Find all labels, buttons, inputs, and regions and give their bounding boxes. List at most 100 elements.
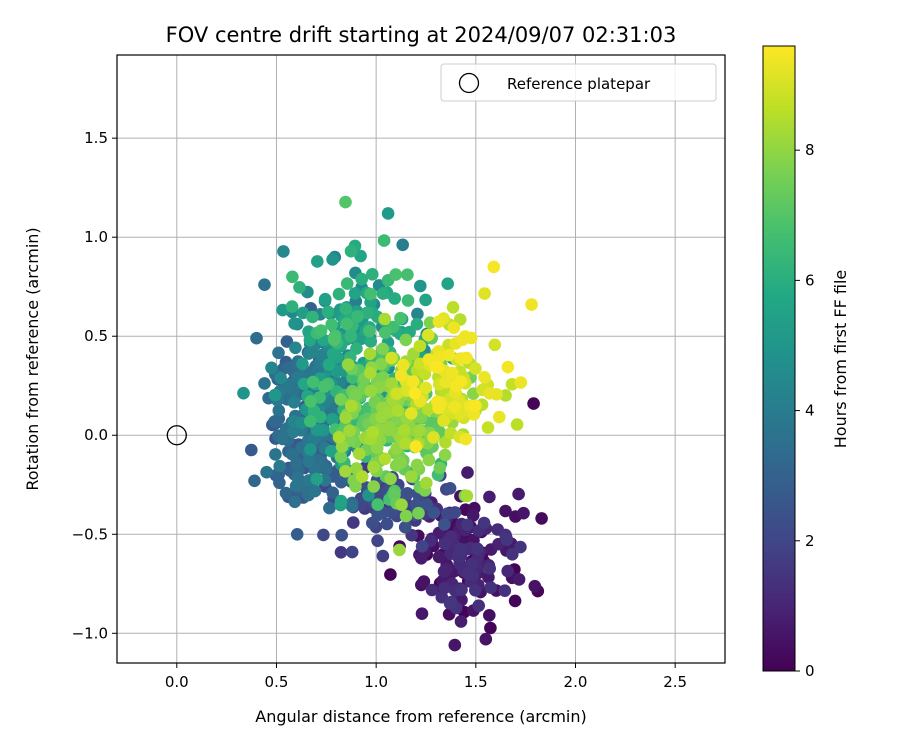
data-point xyxy=(272,404,286,417)
colorbar-gradient xyxy=(762,45,796,672)
data-point xyxy=(479,632,493,646)
data-point xyxy=(364,366,377,380)
data-point xyxy=(415,540,429,553)
data-point xyxy=(273,459,287,473)
data-point xyxy=(433,461,447,475)
data-point xyxy=(438,518,451,531)
data-point xyxy=(376,342,390,356)
x-axis-label: Angular distance from reference (arcmin) xyxy=(255,707,586,726)
data-point xyxy=(288,317,301,330)
data-point xyxy=(517,506,530,520)
data-point xyxy=(382,423,395,437)
data-point xyxy=(293,281,306,294)
data-point xyxy=(364,335,378,348)
data-point xyxy=(439,436,452,449)
data-point xyxy=(363,324,376,338)
y-tick-label: 0.0 xyxy=(84,426,108,444)
data-point xyxy=(483,562,497,575)
data-point xyxy=(446,301,460,314)
data-point xyxy=(326,412,339,426)
data-point xyxy=(413,339,427,353)
data-point xyxy=(366,426,380,439)
data-point xyxy=(478,287,491,300)
data-point xyxy=(287,396,301,409)
data-point xyxy=(348,287,362,300)
data-point xyxy=(471,542,484,556)
data-point xyxy=(396,358,410,372)
data-point xyxy=(339,195,352,209)
data-point xyxy=(415,607,429,620)
data-point xyxy=(376,287,390,300)
legend: Reference platepar xyxy=(440,63,717,102)
data-point xyxy=(325,318,338,331)
data-point xyxy=(265,361,278,375)
data-point xyxy=(406,375,420,388)
data-point xyxy=(272,346,285,360)
data-point xyxy=(394,369,408,382)
data-point xyxy=(385,506,399,520)
data-point xyxy=(385,377,399,390)
x-tick-label: 1.0 xyxy=(364,673,388,691)
data-point xyxy=(444,595,458,609)
data-point xyxy=(285,300,299,313)
data-point xyxy=(289,341,302,355)
data-point xyxy=(310,423,324,437)
reference-platepar-marker xyxy=(166,425,187,446)
data-point xyxy=(363,347,377,361)
data-point xyxy=(277,245,290,258)
data-point xyxy=(478,371,491,384)
data-point xyxy=(448,506,462,519)
data-point xyxy=(427,431,440,444)
data-point xyxy=(389,268,403,281)
data-point xyxy=(321,305,335,319)
x-tick-label: 0.5 xyxy=(265,673,289,691)
colorbar: 0 2 4 6 8 Hours from first FF file xyxy=(762,45,850,680)
data-point xyxy=(380,517,394,531)
data-point xyxy=(483,490,496,504)
data-point xyxy=(398,424,411,437)
data-point xyxy=(344,330,358,343)
data-point xyxy=(367,460,380,474)
data-point xyxy=(398,520,412,534)
data-point xyxy=(334,546,348,559)
data-point xyxy=(535,512,548,525)
data-point xyxy=(469,399,482,413)
data-point xyxy=(514,376,528,389)
colorbar-tick-label: 0 xyxy=(805,662,815,680)
data-point xyxy=(258,377,271,390)
data-point xyxy=(371,508,385,522)
legend-label: Reference platepar xyxy=(507,75,651,93)
data-point xyxy=(384,568,397,581)
data-point xyxy=(341,358,355,371)
data-point xyxy=(413,424,426,437)
data-point xyxy=(488,338,502,352)
data-point xyxy=(410,458,424,472)
data-point xyxy=(374,357,388,371)
data-point xyxy=(421,328,435,342)
data-point xyxy=(469,584,482,597)
data-point xyxy=(325,444,338,458)
data-point xyxy=(417,575,431,588)
y-axis-label: Rotation from reference (arcmin) xyxy=(23,227,42,490)
data-point xyxy=(327,333,341,347)
data-point xyxy=(354,249,367,263)
data-point xyxy=(391,404,405,417)
data-point xyxy=(466,509,480,522)
data-point xyxy=(456,333,469,347)
data-point xyxy=(500,533,514,546)
data-point xyxy=(487,260,501,274)
data-point xyxy=(279,486,293,500)
data-point xyxy=(306,375,320,389)
y-tick-label: 0.5 xyxy=(84,327,108,345)
data-point xyxy=(335,528,349,542)
data-point xyxy=(349,480,362,493)
data-points xyxy=(237,195,548,652)
data-point xyxy=(425,583,439,597)
data-point xyxy=(404,407,418,420)
data-point xyxy=(355,470,369,483)
data-point xyxy=(438,537,452,551)
data-point xyxy=(385,351,398,365)
data-point xyxy=(304,415,317,428)
x-tick-label: 0.0 xyxy=(165,673,189,691)
data-point xyxy=(290,528,304,541)
